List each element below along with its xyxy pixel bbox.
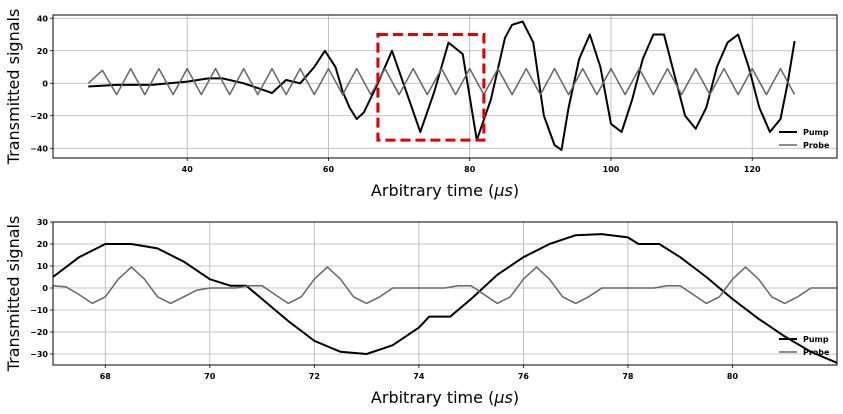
y-axis-label: Transmitted signals (4, 216, 23, 373)
y-tick-label: −20 (30, 328, 48, 337)
chart-1: 40 60 80 100 120 −40 −20 0 20 40 Arbitrary time (μ… (4, 9, 838, 200)
series-line-pump (88, 20, 796, 151)
plot-frame (52, 221, 838, 366)
series-line-probe (53, 266, 837, 305)
y-tick-label: −20 (30, 112, 48, 121)
legend-label: Probe (803, 348, 830, 357)
legend-label: Probe (803, 141, 830, 150)
y-axis-label: Transmitted signals (4, 9, 23, 166)
y-tick-label: −30 (30, 350, 48, 359)
series-line-pump (53, 233, 837, 364)
series-line-probe (87, 67, 796, 96)
x-tick-label: 68 (100, 372, 112, 381)
x-tick-label: 80 (464, 165, 476, 174)
x-tick-label: 70 (204, 372, 216, 381)
x-tick-label: 60 (323, 165, 335, 174)
legend-label: Pump (803, 335, 829, 344)
y-tick-label: 20 (37, 240, 49, 249)
y-tick-label: 40 (37, 14, 49, 23)
legend-label: Pump (803, 128, 829, 137)
y-tick-label: 0 (42, 284, 48, 293)
y-tick-label: 30 (37, 218, 49, 227)
x-axis-label: Arbitrary time (μs) (371, 181, 519, 200)
x-tick-label: 100 (603, 165, 620, 174)
x-tick-label: 120 (744, 165, 761, 174)
y-tick-label: 20 (37, 47, 49, 56)
x-tick-label: 72 (309, 372, 320, 381)
plot-frame (52, 14, 838, 159)
x-tick-label: 76 (518, 372, 530, 381)
chart-2: 68 70 72 74 76 78 80 −30 −20 −10 0 10 20 30 Arbitrary … (4, 216, 838, 407)
x-tick-label: 40 (182, 165, 194, 174)
y-tick-label: 0 (42, 79, 48, 88)
x-tick-label: 78 (622, 372, 634, 381)
y-tick-label: −10 (30, 306, 48, 315)
legend: Pump Probe (779, 128, 830, 150)
zoom-region-box (376, 33, 486, 142)
x-axis-label: Arbitrary time (μs) (371, 388, 519, 407)
x-tick-label: 74 (413, 372, 425, 381)
x-tick-label: 80 (727, 372, 739, 381)
y-tick-label: −40 (30, 144, 48, 153)
y-tick-label: 10 (37, 262, 49, 271)
legend: Pump Probe (779, 335, 830, 357)
